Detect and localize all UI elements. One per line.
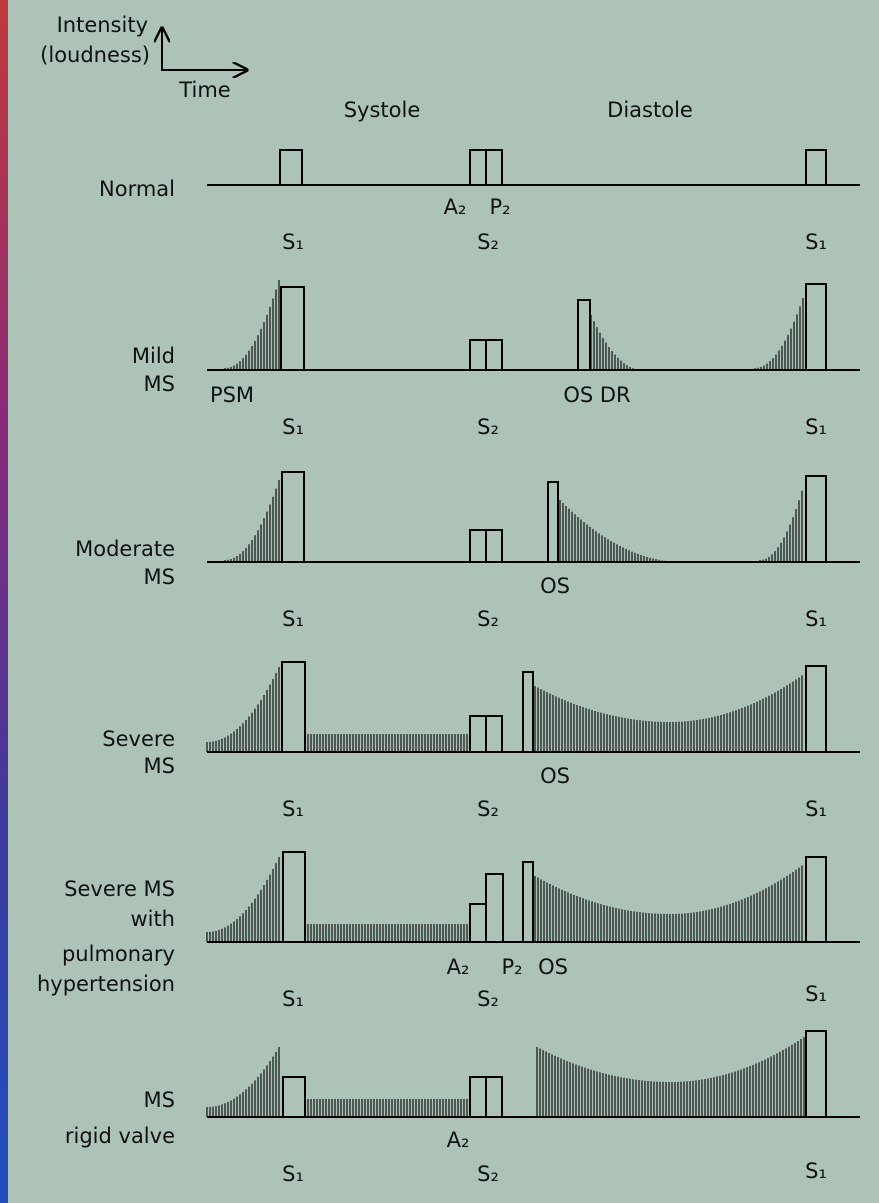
- row-label: rigid valve: [65, 1124, 175, 1148]
- sound-box: [282, 1076, 306, 1118]
- sound-label: S₁: [282, 415, 304, 439]
- murmur: [536, 1037, 805, 1117]
- sound-box: [805, 665, 827, 753]
- row-label: hypertension: [37, 972, 175, 996]
- sound-box: [805, 475, 827, 563]
- sound-box: [469, 1076, 487, 1118]
- sound-box: [281, 661, 306, 753]
- murmur: [206, 667, 280, 752]
- sound-label: S₂: [477, 607, 499, 631]
- sound-label: OS: [540, 764, 570, 788]
- sound-box: [485, 1076, 503, 1118]
- murmur: [307, 924, 468, 942]
- row-label: Severe MS: [64, 877, 175, 901]
- sound-box: [469, 149, 487, 186]
- murmur: [206, 857, 280, 942]
- sound-label: A₂: [447, 955, 470, 979]
- sound-box: [469, 903, 487, 943]
- sound-label: P₂: [501, 955, 522, 979]
- murmur: [534, 865, 803, 942]
- sound-label: S₁: [282, 797, 304, 821]
- sound-box: [282, 851, 306, 943]
- sound-label: OS: [538, 955, 568, 979]
- row-label: MS: [144, 1088, 175, 1112]
- row-label: Severe: [102, 727, 175, 751]
- sound-box: [522, 671, 534, 753]
- sound-label: OS DR: [563, 383, 630, 407]
- edge-strip: [0, 0, 8, 1203]
- sound-box: [469, 339, 487, 371]
- phase-label: Diastole: [607, 98, 693, 122]
- sound-label: S₂: [477, 987, 499, 1011]
- row-label: pulmonary: [62, 942, 175, 966]
- phase-label: Systole: [344, 98, 421, 122]
- sound-box: [280, 286, 305, 371]
- sound-label: S₂: [477, 1162, 499, 1186]
- row-label: Normal: [99, 177, 175, 201]
- sound-label: S₂: [477, 230, 499, 254]
- sound-box: [805, 283, 827, 371]
- sound-label: S₁: [805, 607, 827, 631]
- legend-y: Intensity: [57, 13, 148, 37]
- legend-x: Time: [178, 78, 230, 102]
- sound-box: [485, 715, 503, 753]
- sound-box: [485, 339, 503, 371]
- row-label: MS: [144, 565, 175, 589]
- sound-box: [279, 149, 303, 186]
- row-label: MS: [144, 372, 175, 396]
- sound-box: [469, 529, 487, 563]
- sound-box: [485, 873, 504, 943]
- sound-label: OS: [540, 574, 570, 598]
- sound-label: S₁: [805, 982, 827, 1006]
- sound-box: [805, 149, 827, 186]
- sound-label: A₂: [444, 195, 467, 219]
- row-label: with: [130, 907, 175, 931]
- sound-box: [281, 471, 305, 563]
- sound-box: [522, 861, 534, 943]
- legend-y: (loudness): [40, 43, 150, 67]
- sound-box: [805, 1030, 827, 1118]
- sound-label: P₂: [489, 195, 510, 219]
- murmur: [534, 675, 803, 752]
- sound-box: [485, 149, 503, 186]
- sound-label: S₁: [282, 607, 304, 631]
- sound-label: S₁: [805, 230, 827, 254]
- sound-box: [547, 481, 559, 563]
- sound-box: [469, 715, 487, 753]
- murmur: [307, 1099, 468, 1117]
- murmur: [307, 734, 468, 752]
- sound-label: S₂: [477, 415, 499, 439]
- sound-label: S₁: [282, 1162, 304, 1186]
- sound-label: PSM: [210, 383, 254, 407]
- sound-box: [577, 299, 591, 371]
- sound-label: S₁: [805, 797, 827, 821]
- sound-label: S₂: [477, 797, 499, 821]
- sound-label: A₂: [447, 1128, 470, 1152]
- row-label: Mild: [132, 344, 175, 368]
- sound-label: S₁: [282, 230, 304, 254]
- sound-label: S₁: [282, 987, 304, 1011]
- sound-box: [485, 529, 503, 563]
- row-label: Moderate: [75, 537, 175, 561]
- sound-label: S₁: [805, 415, 827, 439]
- sound-label: S₁: [805, 1159, 827, 1183]
- row-label: MS: [144, 754, 175, 778]
- sound-box: [805, 856, 827, 943]
- murmur: [206, 1047, 280, 1117]
